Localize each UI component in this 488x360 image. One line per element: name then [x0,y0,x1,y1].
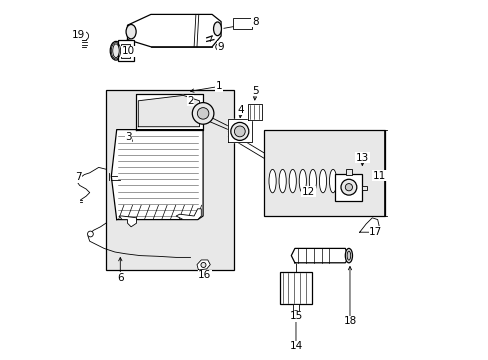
Text: 14: 14 [289,341,302,351]
Polygon shape [138,95,199,127]
Text: 15: 15 [289,311,303,321]
Ellipse shape [113,44,119,58]
Circle shape [292,311,299,318]
Ellipse shape [309,170,316,193]
Polygon shape [247,104,261,120]
Text: 4: 4 [237,105,244,115]
FancyBboxPatch shape [346,169,351,175]
Text: 3: 3 [125,132,132,142]
Text: 11: 11 [372,171,386,181]
FancyBboxPatch shape [121,44,130,58]
Text: 5: 5 [251,86,258,96]
Ellipse shape [319,170,326,193]
Text: 16: 16 [198,270,211,280]
Ellipse shape [279,170,285,193]
Polygon shape [119,216,136,227]
Ellipse shape [126,24,136,39]
Text: 10: 10 [122,46,135,56]
Ellipse shape [299,170,306,193]
Text: 18: 18 [343,316,356,326]
Ellipse shape [346,251,350,260]
Text: 17: 17 [368,227,382,237]
Circle shape [340,179,356,195]
Ellipse shape [213,22,221,36]
Circle shape [234,126,244,137]
FancyBboxPatch shape [361,186,366,190]
Text: 12: 12 [301,186,315,197]
FancyBboxPatch shape [335,174,362,201]
Ellipse shape [110,41,122,60]
Circle shape [294,312,297,316]
Text: 8: 8 [251,17,258,27]
Polygon shape [127,14,221,47]
Circle shape [87,231,93,237]
Text: 7: 7 [75,172,81,182]
Text: 19: 19 [72,30,85,40]
Text: 2: 2 [187,96,193,106]
Circle shape [215,43,223,50]
Circle shape [218,45,220,48]
Text: 13: 13 [355,153,368,163]
Polygon shape [228,119,251,142]
FancyBboxPatch shape [279,272,311,304]
FancyBboxPatch shape [106,90,233,270]
Circle shape [197,108,208,119]
Text: 1: 1 [216,81,222,91]
Polygon shape [111,130,203,220]
Polygon shape [176,209,201,220]
Circle shape [80,32,88,40]
Polygon shape [197,260,210,270]
FancyBboxPatch shape [264,130,384,216]
Ellipse shape [288,170,296,193]
Text: 6: 6 [117,273,123,283]
Circle shape [230,122,248,140]
Circle shape [201,262,205,267]
FancyBboxPatch shape [118,40,134,61]
Ellipse shape [268,170,276,193]
Ellipse shape [329,170,336,193]
Ellipse shape [345,248,352,263]
FancyBboxPatch shape [292,304,298,313]
Polygon shape [136,94,203,130]
Polygon shape [291,248,348,263]
FancyBboxPatch shape [232,18,251,29]
Circle shape [345,184,352,191]
Text: 9: 9 [217,42,224,52]
Circle shape [192,103,213,124]
Polygon shape [359,218,379,232]
